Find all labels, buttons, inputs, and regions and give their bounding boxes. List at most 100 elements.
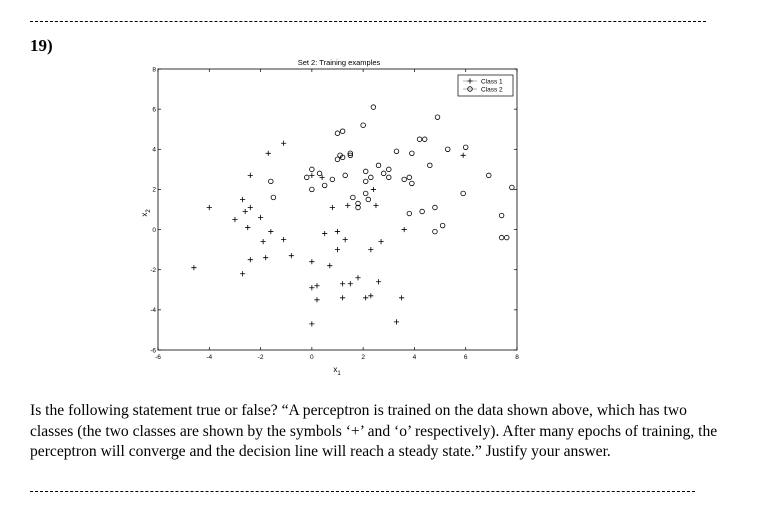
class2-point [329,176,336,183]
class1-point [370,186,376,193]
class2-point [309,166,315,173]
scatter-chart: Set 2: Training examples -6 -4 -2 0 2 4 6 8 -6 -4… [140,58,519,375]
class2-point [347,150,354,156]
class2-point [339,128,346,134]
class2-point [375,162,382,169]
plot-frame [157,68,518,351]
class1-point [368,247,374,253]
class1-point [378,239,384,245]
class1-point [342,237,348,243]
class2-point [434,114,441,120]
class1-point [340,295,346,301]
class2-point [504,234,510,241]
class2-point [509,184,515,191]
class1-point [247,204,253,211]
y-tick-label: 8 [152,66,156,73]
class1-point [309,259,315,265]
x-axis-label: x1 [333,365,341,375]
class1-point [309,321,315,327]
class1-point [247,257,253,263]
class2-point [439,222,446,229]
class1-point [399,295,405,301]
class1-point [368,293,374,299]
class2-point [360,122,366,128]
class2-point [498,234,505,241]
y-axis-label: x2 [140,209,152,217]
class2-point [406,210,412,217]
class1-point [260,239,266,245]
y-tick-label: 2 [152,187,156,194]
x-tick-label: -4 [206,354,212,361]
class2-point [427,162,433,169]
x-tick-label: 2 [361,354,365,361]
class2-point [350,194,356,201]
class2-point [386,166,392,173]
class1-point [206,204,212,211]
class2-point [270,194,277,201]
class1-point [263,255,269,261]
class2-point [409,150,415,156]
class1-point [345,202,351,209]
class2-point [380,170,387,177]
class1-point [268,228,274,235]
class2-point [406,174,412,181]
class2-point [342,172,348,179]
class1-point [247,172,253,178]
y-tick-label: 0 [152,227,156,234]
y-tick-label: 4 [152,147,156,154]
bottom-dashed-divider [30,491,695,492]
class1-point [373,202,379,209]
legend-label: Class 1 [481,78,503,85]
question-text: Is the following statement true or false… [30,402,718,460]
class1-point [460,152,466,158]
class2-point [321,182,328,189]
class2-point [421,136,428,142]
class2-point [363,178,369,185]
class1-point [240,196,246,203]
class1-point [334,228,341,235]
class2-point [386,174,392,181]
class1-point [375,279,382,285]
class2-point [409,180,415,187]
x-tick-label: 8 [515,354,519,361]
class2-point [304,174,310,181]
class1-point [334,247,341,253]
class2-point [347,152,354,159]
class1-point [309,285,315,291]
legend-label: Class 2 [481,86,503,93]
x-tick-label: -6 [155,354,161,361]
class2-point [363,168,369,175]
class2-point [432,228,438,235]
class1-point [257,214,264,221]
class2-point [365,196,371,203]
class1-point [319,174,325,180]
class2-point [393,148,400,154]
class1-point [232,216,238,223]
x-tick-label: 6 [464,354,468,361]
class1-point [245,224,251,231]
class2-point [355,204,361,211]
class1-point [191,265,197,271]
class1-point [314,297,320,303]
class2-point [445,146,451,152]
class1-point [347,281,353,287]
y-tick-label: -2 [150,267,156,274]
class1-point [355,275,361,281]
class2-point [463,144,469,150]
class2-point [370,104,377,110]
class2-point [355,200,361,207]
class1-point [309,172,315,178]
class2-point [368,174,374,181]
class1-point [314,283,320,289]
class2-point [363,190,369,197]
class1-point [240,271,246,277]
top-dashed-divider [30,21,706,22]
class1-point [281,237,287,243]
class1-point [329,204,335,211]
class2-point [498,212,505,219]
x-tick-label: 0 [310,354,314,361]
class1-point [363,295,369,301]
chart-title: Set 2: Training examples [298,58,381,67]
class2-point [316,170,323,177]
